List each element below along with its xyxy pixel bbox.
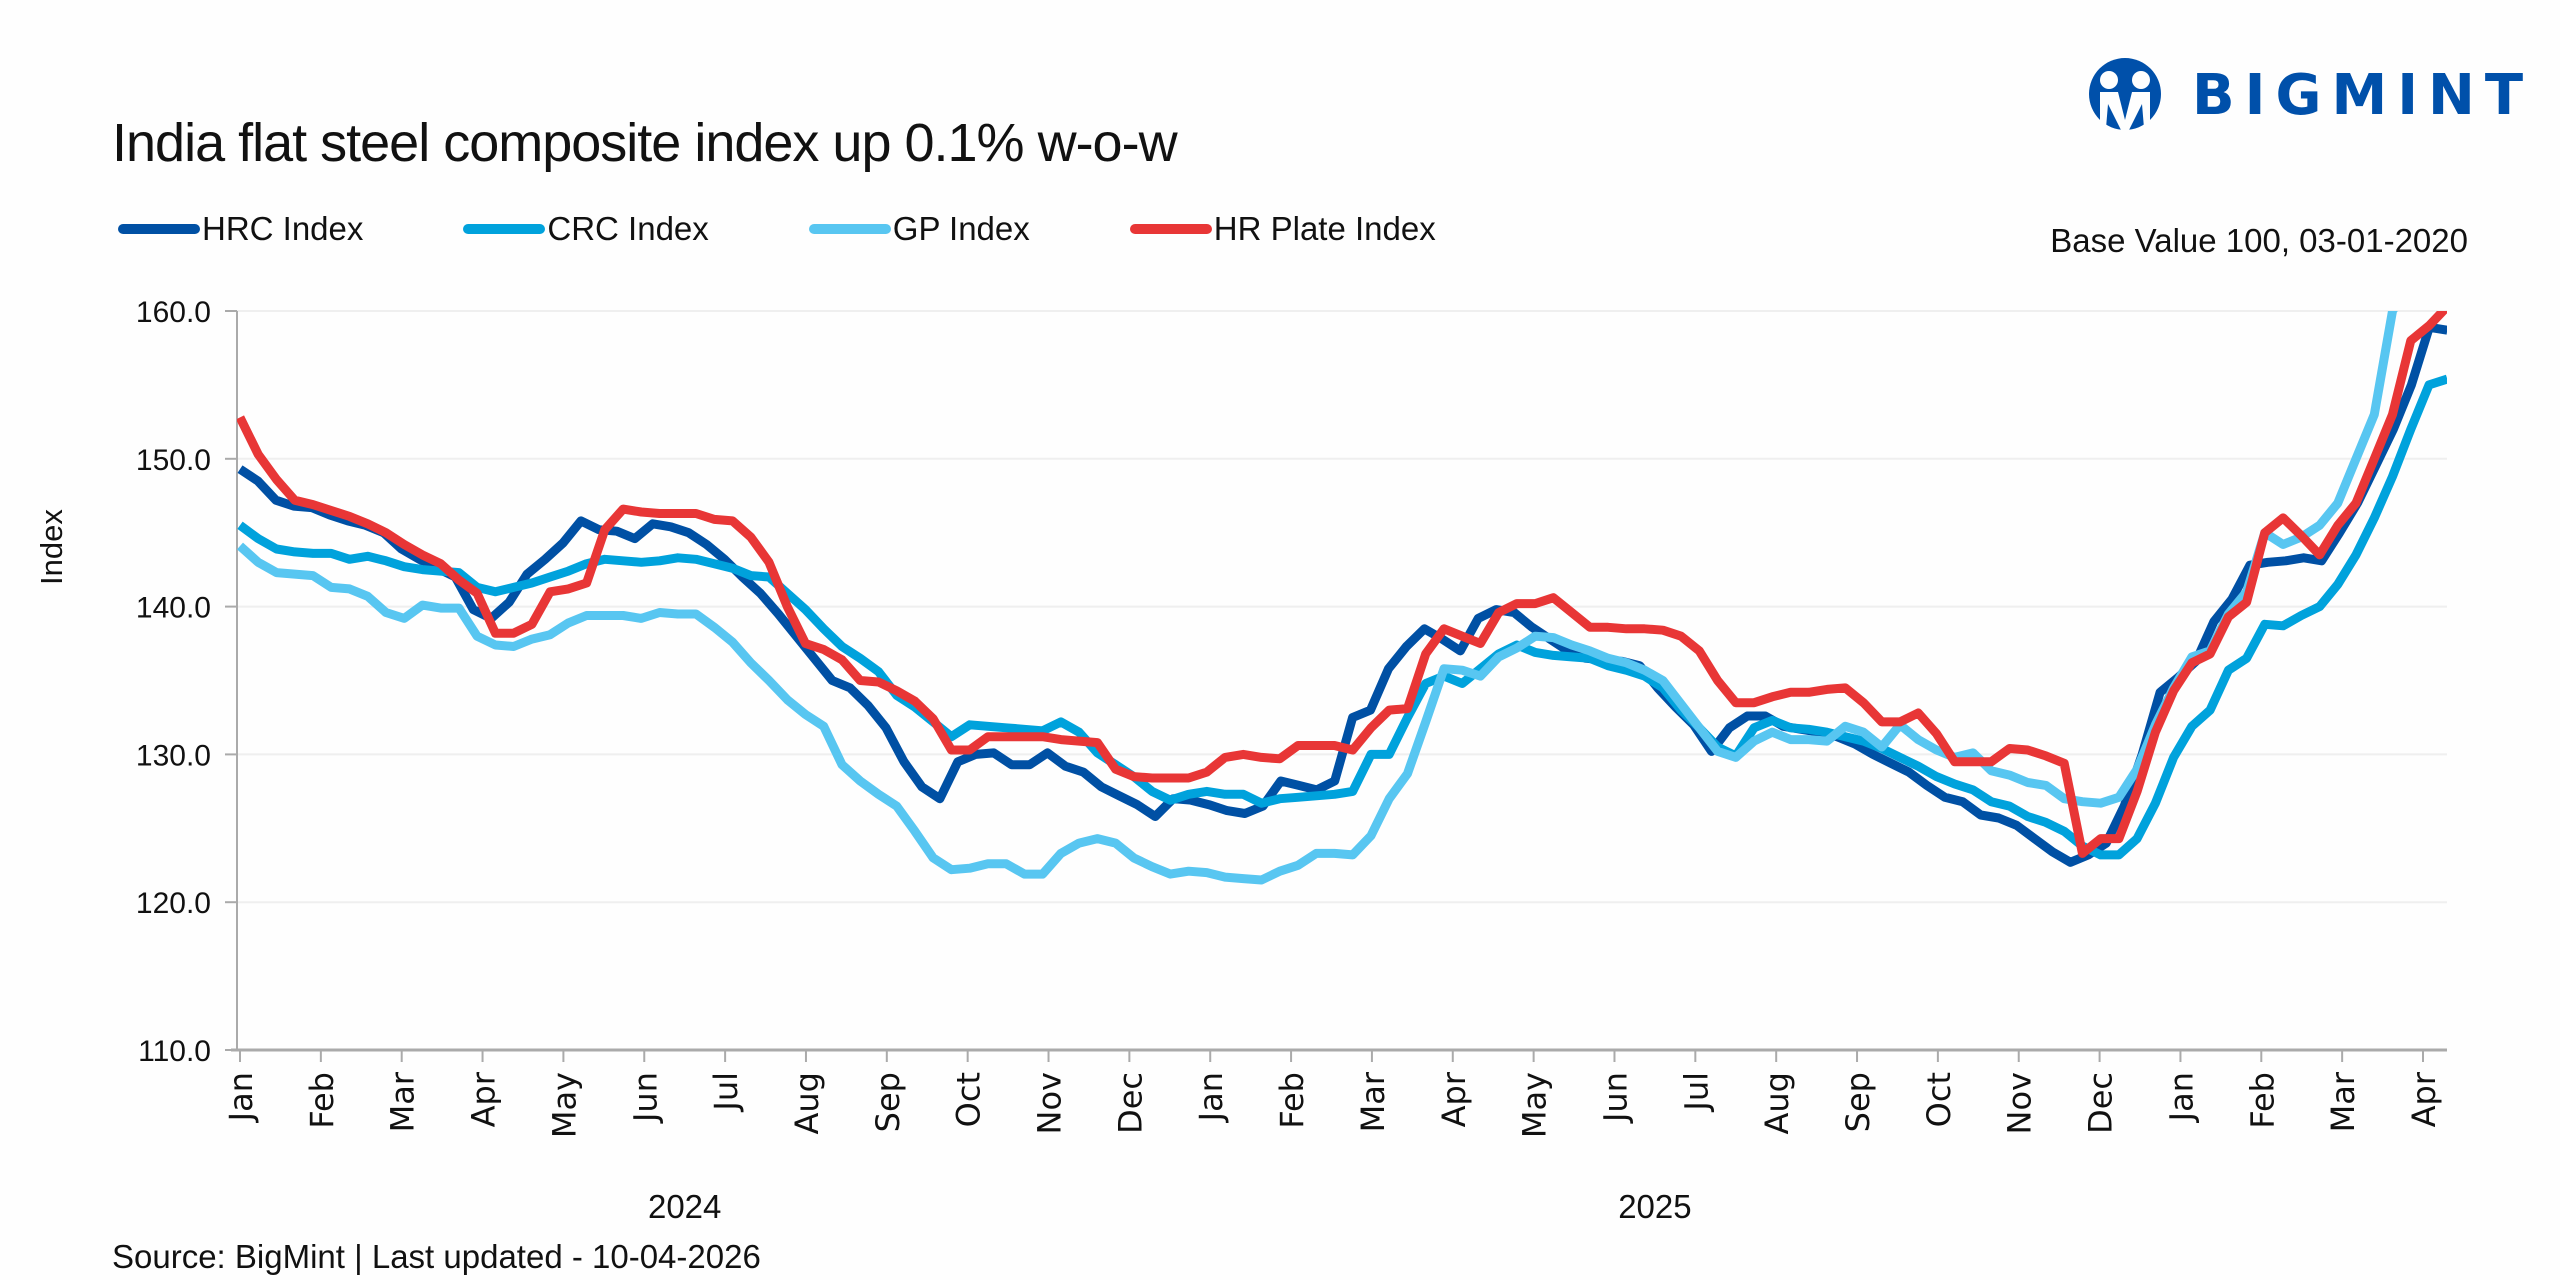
legend-swatch-plate [1129,224,1212,234]
x-tick-label: Nov [1031,1072,1069,1134]
source-note: Source: BigMint | Last updated - 10-04-2… [112,1238,761,1275]
x-tick-label: Mar [2324,1071,2362,1132]
x-tick-label: Mar [1354,1071,1392,1132]
x-tick-label: May [1516,1072,1554,1138]
x-tick-label: Nov [2001,1072,2039,1134]
legend-item-gp[interactable]: GP Index [808,210,1030,248]
y-tick-label: 140.0 [136,592,211,625]
x-tick-label: Apr [465,1071,503,1127]
y-tick-label: 130.0 [136,739,211,772]
legend-swatch-gp [808,224,891,234]
base-value-note: Base Value 100, 03-01-2020 [2050,222,2468,259]
x-tick-label: Sep [1839,1072,1877,1132]
x-tick-label: Aug [1758,1072,1796,1134]
year-label: 2025 [1618,1188,1691,1225]
x-tick-label: Feb [1273,1072,1311,1129]
y-axis-ticks: 110.0 120.0 130.0 140.0 150.0 160.0 [136,296,237,1068]
legend-item-plate[interactable]: HR Plate Index [1129,210,1436,248]
x-tick-label: Apr [1435,1071,1473,1127]
bigmint-logo-icon [2089,58,2161,132]
x-tick-label: Dec [2082,1072,2120,1134]
x-tick-label: Sep [869,1072,907,1132]
x-tick-label: Jan [1192,1072,1230,1123]
legend-label-crc: CRC Index [547,210,709,247]
legend-swatch-hrc [118,224,200,234]
chart-legend: HRC Index CRC Index GP Index HR Plate In… [118,210,1536,248]
grid-lines [237,310,2447,904]
x-tick-label: Jul [1677,1072,1715,1113]
y-tick-label: 110.0 [138,1035,211,1068]
x-tick-label: Jun [626,1072,664,1124]
x-tick-label: Apr [2405,1071,2443,1127]
legend-item-crc[interactable]: CRC Index [463,210,709,248]
legend-label-gp: GP Index [892,210,1030,247]
legend-swatch-crc [463,224,546,234]
series-line-gp-index [237,311,2398,885]
axes [231,311,2447,1052]
y-tick-label: 120.0 [136,887,211,920]
x-tick-label: Mar [384,1071,422,1132]
bigmint-logo-text: BIGMINT [2192,62,2534,128]
y-tick-label: 160.0 [136,296,211,329]
x-tick-label: Feb [2243,1072,2281,1129]
x-tick-label: Oct [950,1072,988,1127]
x-tick-label: Feb [303,1072,341,1129]
x-tick-label: Jan [2162,1072,2200,1123]
x-tick-label: Jul [707,1072,745,1113]
x-tick-label: Oct [1920,1072,1958,1127]
x-tick-label: Dec [1111,1072,1149,1134]
year-label: 2024 [648,1188,721,1225]
series-lines [237,311,2447,885]
x-tick-label: Jan [222,1072,260,1123]
chart-title: India flat steel composite index up 0.1%… [112,113,1178,173]
y-tick-label: 150.0 [136,444,211,477]
year-labels: 2024 2025 [648,1188,1692,1225]
x-axis-ticks: Jan Feb Mar Apr May Jun Jul Aug Sep Oct Nov Dec Jan F… [222,1050,2443,1138]
legend-label-plate: HR Plate Index [1213,210,1436,247]
legend-item-hrc[interactable]: HRC Index [118,210,363,248]
series-line-hr-plate-index [237,311,2447,858]
series-line-hrc-index [237,322,2447,867]
bigmint-logo[interactable]: BIGMINT [2084,58,2533,132]
x-tick-label: May [545,1072,583,1138]
x-tick-label: Jun [1596,1072,1634,1124]
legend-label-hrc: HRC Index [202,210,364,247]
x-tick-label: Aug [788,1072,826,1134]
